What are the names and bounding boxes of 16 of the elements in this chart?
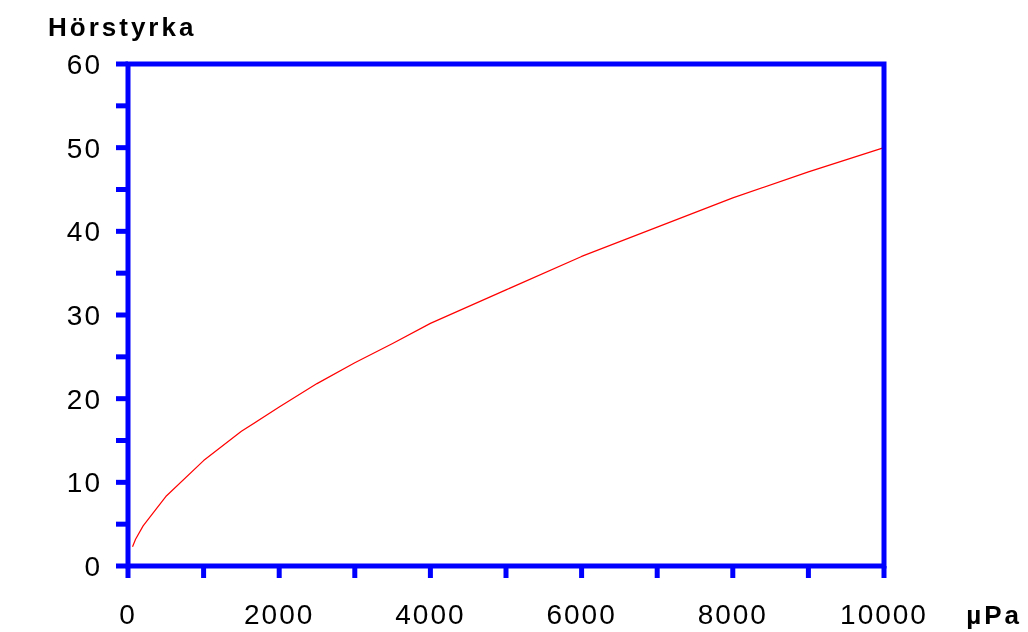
- y-tick-label: 30: [66, 300, 102, 331]
- x-tick-label: 10000: [840, 599, 928, 630]
- y-tick-label: 40: [66, 216, 102, 248]
- y-tick-label: 0: [84, 551, 102, 582]
- line-series: [131, 147, 885, 548]
- chart-title: Hörstyrka: [48, 12, 197, 42]
- x-tick-label: 0: [119, 599, 137, 630]
- y-tick-label: 10: [66, 467, 102, 499]
- y-tick-label: 60: [66, 49, 102, 80]
- x-tick-label: 4000: [395, 599, 466, 630]
- y-tick-label: 20: [66, 383, 102, 415]
- y-tick-label: 50: [66, 132, 102, 164]
- x-tick-label: 8000: [697, 599, 768, 630]
- x-tick-label: 2000: [244, 599, 315, 630]
- x-axis-title: µPa: [966, 600, 1022, 630]
- x-tick-label: 6000: [546, 599, 617, 630]
